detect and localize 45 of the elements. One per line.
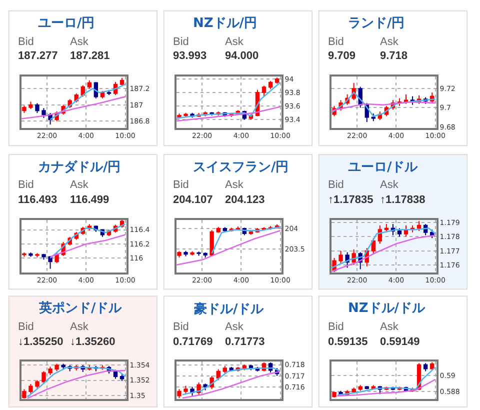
text: Bid bbox=[328, 179, 344, 191]
chart-title: 豪ドル/ドル bbox=[193, 301, 265, 317]
text: 93.993 bbox=[173, 50, 207, 62]
text: 204.123 bbox=[225, 194, 265, 206]
chart-title: NZドル/ドル bbox=[348, 301, 426, 316]
text: 0.59135 bbox=[328, 336, 368, 348]
text: 204.107 bbox=[173, 194, 213, 206]
chart-title: ランド/円 bbox=[348, 16, 405, 31]
text: 187.277 bbox=[18, 50, 58, 62]
text: Ask bbox=[225, 321, 244, 333]
text: Ask bbox=[70, 36, 89, 48]
text: Bid bbox=[173, 36, 189, 48]
text: 116.499 bbox=[70, 194, 110, 206]
text: Ask bbox=[380, 179, 399, 191]
text: Bid bbox=[328, 321, 344, 333]
text: 116.493 bbox=[18, 194, 58, 206]
chart-title: 英ポンド/ドル bbox=[38, 301, 123, 316]
text: 0.71773 bbox=[225, 336, 265, 348]
text: Bid bbox=[328, 36, 344, 48]
chart-title: ユーロ/円 bbox=[38, 16, 95, 31]
text: Bid bbox=[173, 321, 189, 333]
text: Bid bbox=[18, 321, 34, 333]
text: Ask bbox=[70, 179, 89, 191]
text: Bid bbox=[173, 179, 189, 191]
text: Ask bbox=[225, 36, 244, 48]
text: Bid bbox=[18, 36, 34, 48]
text: ↑1.17835 bbox=[328, 194, 374, 206]
chart-title: ユーロ/ドル bbox=[348, 160, 419, 175]
text: 0.71769 bbox=[173, 336, 213, 348]
text: 94.000 bbox=[225, 50, 259, 62]
text: ↓1.35260 bbox=[70, 336, 116, 348]
text: ↑1.17838 bbox=[380, 194, 426, 206]
text: Bid bbox=[18, 179, 34, 191]
text: 9.709 bbox=[328, 50, 356, 62]
chart-title: カナダドル/円 bbox=[38, 160, 121, 175]
text: Ask bbox=[70, 321, 89, 333]
chart-title: NZドル/円 bbox=[193, 16, 258, 31]
chart-title: スイスフラン/円 bbox=[193, 160, 289, 175]
text: Ask bbox=[225, 179, 244, 191]
text: 187.281 bbox=[70, 50, 110, 62]
text: 9.718 bbox=[380, 50, 408, 62]
text: 0.59149 bbox=[380, 336, 420, 348]
text: Ask bbox=[380, 321, 399, 333]
text: ↓1.35250 bbox=[18, 336, 64, 348]
text: Ask bbox=[380, 36, 399, 48]
